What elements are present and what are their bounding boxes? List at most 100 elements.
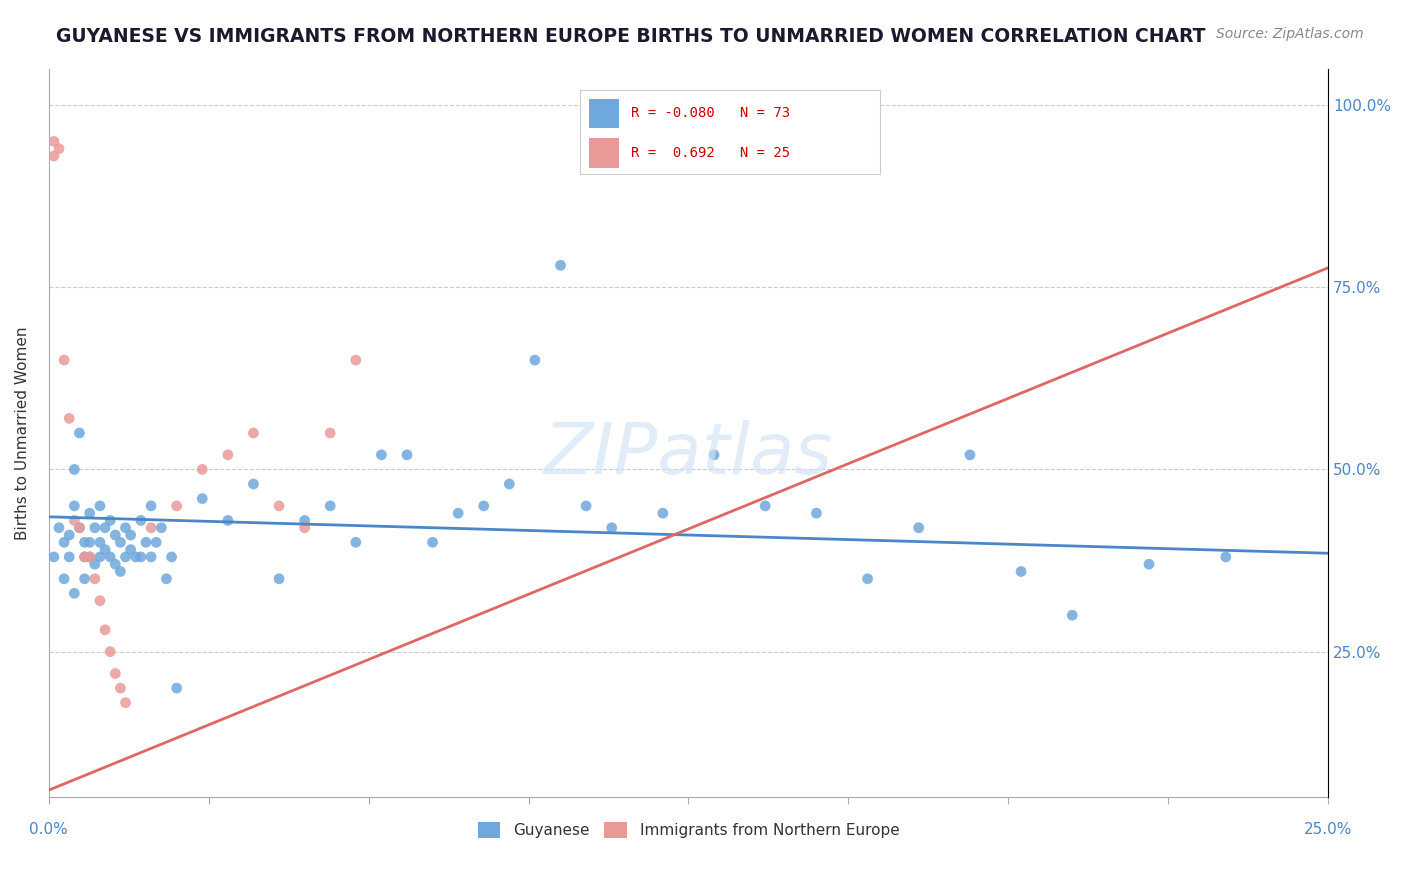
Point xyxy=(58,411,80,425)
Point xyxy=(63,513,86,527)
Point xyxy=(83,557,105,571)
Point xyxy=(166,681,188,695)
Point xyxy=(53,572,76,586)
Point xyxy=(104,557,127,571)
Point xyxy=(166,499,188,513)
Point xyxy=(89,499,111,513)
Point xyxy=(856,572,879,586)
Point xyxy=(98,645,121,659)
Point xyxy=(69,521,91,535)
Point xyxy=(703,448,725,462)
Point xyxy=(1010,565,1032,579)
Point xyxy=(806,506,828,520)
Text: 25.0%: 25.0% xyxy=(1303,822,1353,838)
Point xyxy=(73,572,96,586)
Point xyxy=(48,521,70,535)
Point xyxy=(73,549,96,564)
Point xyxy=(58,528,80,542)
Point xyxy=(217,448,239,462)
Point xyxy=(63,499,86,513)
Point xyxy=(370,448,392,462)
Point xyxy=(294,513,316,527)
Point xyxy=(83,572,105,586)
Text: GUYANESE VS IMMIGRANTS FROM NORTHERN EUROPE BIRTHS TO UNMARRIED WOMEN CORRELATIO: GUYANESE VS IMMIGRANTS FROM NORTHERN EUR… xyxy=(56,27,1206,45)
Point xyxy=(63,462,86,476)
Point xyxy=(94,521,117,535)
Point xyxy=(242,477,264,491)
Point xyxy=(42,135,65,149)
Text: Source: ZipAtlas.com: Source: ZipAtlas.com xyxy=(1216,27,1364,41)
Point xyxy=(191,462,214,476)
Point xyxy=(79,506,101,520)
Point xyxy=(79,535,101,549)
Point xyxy=(267,499,290,513)
Point xyxy=(114,549,136,564)
Point xyxy=(150,521,173,535)
Point xyxy=(79,549,101,564)
Point xyxy=(104,528,127,542)
Point xyxy=(344,535,367,549)
Point xyxy=(63,586,86,600)
Point xyxy=(139,549,162,564)
Y-axis label: Births to Unmarried Women: Births to Unmarried Women xyxy=(15,326,30,540)
Point xyxy=(600,521,623,535)
Point xyxy=(98,513,121,527)
Point xyxy=(959,448,981,462)
Point xyxy=(69,425,91,440)
Point xyxy=(1062,608,1084,623)
Point xyxy=(110,681,132,695)
Point xyxy=(135,535,157,549)
Point xyxy=(319,499,342,513)
Point xyxy=(104,666,127,681)
Point xyxy=(120,528,142,542)
Point xyxy=(53,535,76,549)
Point xyxy=(69,521,91,535)
Point xyxy=(73,549,96,564)
Point xyxy=(422,535,444,549)
Point xyxy=(129,549,152,564)
Point xyxy=(754,499,776,513)
Point xyxy=(242,425,264,440)
Point xyxy=(498,477,520,491)
Point xyxy=(575,499,598,513)
Point xyxy=(110,565,132,579)
Point xyxy=(120,542,142,557)
Point xyxy=(145,535,167,549)
Point xyxy=(294,521,316,535)
Point xyxy=(550,258,572,272)
Point xyxy=(907,521,929,535)
Point xyxy=(114,521,136,535)
Point xyxy=(125,549,148,564)
Point xyxy=(42,149,65,163)
Point xyxy=(89,535,111,549)
Point xyxy=(79,549,101,564)
Point xyxy=(651,506,673,520)
Point xyxy=(94,542,117,557)
Point xyxy=(1137,557,1160,571)
Text: ZIPatlas: ZIPatlas xyxy=(544,420,832,490)
Legend: Guyanese, Immigrants from Northern Europe: Guyanese, Immigrants from Northern Europ… xyxy=(471,816,905,845)
Point xyxy=(42,549,65,564)
Point xyxy=(73,535,96,549)
Point xyxy=(89,549,111,564)
Point xyxy=(447,506,470,520)
Point xyxy=(94,623,117,637)
Point xyxy=(319,425,342,440)
Point xyxy=(217,513,239,527)
Point xyxy=(83,521,105,535)
Point xyxy=(344,353,367,368)
Point xyxy=(48,142,70,156)
Point xyxy=(89,593,111,607)
Point xyxy=(98,549,121,564)
Text: 0.0%: 0.0% xyxy=(30,822,67,838)
Point xyxy=(191,491,214,506)
Point xyxy=(267,572,290,586)
Point xyxy=(1215,549,1237,564)
Point xyxy=(114,696,136,710)
Point xyxy=(395,448,418,462)
Point xyxy=(472,499,495,513)
Point xyxy=(160,549,183,564)
Point xyxy=(129,513,152,527)
Point xyxy=(53,353,76,368)
Point xyxy=(58,549,80,564)
